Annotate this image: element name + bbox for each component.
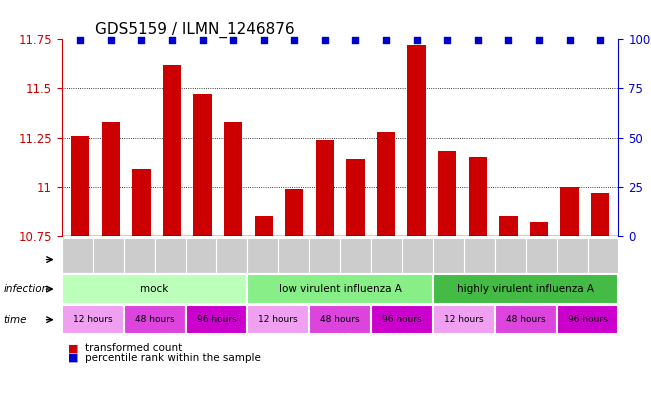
Text: infection: infection [3,284,49,294]
Bar [346,159,365,236]
Point [442,37,452,44]
Bar [469,157,487,236]
Text: mock: mock [141,284,169,294]
Bar [102,122,120,236]
Text: percentile rank within the sample: percentile rank within the sample [85,353,260,363]
Point [289,37,299,44]
Bar [591,193,609,236]
Bar [561,187,579,236]
Point [473,37,483,44]
Text: 48 hours: 48 hours [135,315,174,324]
Text: 12 hours: 12 hours [73,315,113,324]
Text: highly virulent influenza A: highly virulent influenza A [457,284,594,294]
Bar [438,151,456,236]
Bar [499,216,518,236]
Bar [377,132,395,236]
Bar [255,216,273,236]
Bar [408,45,426,236]
Text: 12 hours: 12 hours [258,315,298,324]
Point [228,37,238,44]
Bar [193,94,212,236]
Point [534,37,544,44]
Point [320,37,330,44]
Text: 48 hours: 48 hours [320,315,360,324]
Bar [132,169,150,236]
Point [105,37,116,44]
Text: transformed count: transformed count [85,343,182,353]
Point [381,37,391,44]
Point [350,37,361,44]
Bar [163,65,181,236]
Point [258,37,269,44]
Bar [285,189,303,236]
Text: 96 hours: 96 hours [382,315,422,324]
Point [411,37,422,44]
Text: ■: ■ [68,353,79,363]
Point [167,37,177,44]
Point [564,37,575,44]
Text: 96 hours: 96 hours [197,315,236,324]
Point [503,37,514,44]
Bar [530,222,548,236]
Point [75,37,85,44]
Point [595,37,605,44]
Bar [316,140,334,236]
Point [136,37,146,44]
Text: 48 hours: 48 hours [506,315,546,324]
Text: time: time [3,315,27,325]
Bar [224,122,242,236]
Text: low virulent influenza A: low virulent influenza A [279,284,402,294]
Bar [71,136,89,236]
Point [197,37,208,44]
Text: 12 hours: 12 hours [444,315,484,324]
Text: GDS5159 / ILMN_1246876: GDS5159 / ILMN_1246876 [95,22,295,38]
Text: ■: ■ [68,343,79,353]
Text: 96 hours: 96 hours [568,315,607,324]
